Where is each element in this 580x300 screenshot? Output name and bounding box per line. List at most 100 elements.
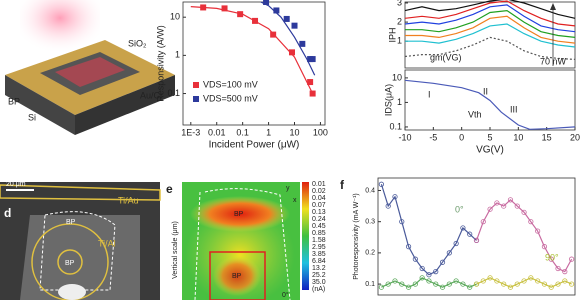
marker <box>507 284 514 290</box>
map-hotspot <box>213 256 261 296</box>
marker <box>548 256 554 262</box>
contact <box>0 184 161 201</box>
micrograph: 20 μm Ti/Au BP Ti/Al BP d <box>0 181 161 300</box>
map-axis: x <box>293 197 297 204</box>
colorbar <box>302 182 309 290</box>
x-tick-label: 10 <box>513 132 523 142</box>
marker <box>439 284 446 290</box>
marker <box>405 284 412 290</box>
marker <box>446 281 452 287</box>
colorbar-label: 0.07 <box>312 202 326 209</box>
colorbar-label: 0.45 <box>312 223 326 230</box>
marker <box>446 250 452 256</box>
photocurrent-map: e Vertical scale (μm) BP BP y x 0° <box>166 182 309 300</box>
substrate-front <box>75 75 175 135</box>
y-tick-label: 0.1 <box>389 121 402 131</box>
panel-label: e <box>166 182 173 196</box>
marker <box>392 194 398 200</box>
x-axis-label: Incident Power (μW) <box>209 140 300 151</box>
series-line <box>380 184 477 276</box>
marker <box>221 5 228 12</box>
marker <box>419 275 425 281</box>
marker <box>433 281 439 287</box>
bright-spot <box>58 284 86 300</box>
marker <box>453 278 459 284</box>
map-label: BP <box>232 273 242 280</box>
series-line <box>475 198 573 273</box>
y-tick-label: 0.3 <box>365 219 375 226</box>
marker <box>460 281 466 287</box>
marker <box>521 209 527 215</box>
colorbar-label: 25.2 <box>312 272 326 279</box>
series-line <box>404 36 576 60</box>
colorbar-label: 3.85 <box>312 251 326 258</box>
colorbar-label: 2.95 <box>312 244 326 251</box>
device-schematic: SiO₂ Au/Cr BP Si <box>5 0 175 135</box>
marker <box>288 49 295 56</box>
marker <box>501 281 507 287</box>
marker <box>439 259 446 265</box>
colorbar-label: 6.84 <box>312 258 326 265</box>
annotation: III <box>510 104 518 114</box>
colorbar-label: 0.24 <box>312 216 326 223</box>
x-axis-label: VG(V) <box>476 145 504 156</box>
colorbar-label: 0.04 <box>312 195 326 202</box>
marker <box>252 17 259 24</box>
map-hotspot <box>190 196 290 232</box>
contact-center <box>57 249 83 275</box>
y-axis-label: Photoresponsivity (mA W⁻¹) <box>353 193 360 280</box>
marker <box>569 281 575 287</box>
colorbar-label: 35.0 <box>312 279 326 286</box>
colorbar-label: 0.13 <box>312 209 326 216</box>
flake-outline <box>194 188 291 300</box>
legend-label: VDS=100 mV <box>203 79 258 89</box>
colorbar-label: 13.2 <box>312 265 326 272</box>
series-line <box>404 0 576 19</box>
marker <box>548 284 554 290</box>
arrow-head <box>550 3 556 10</box>
schematic-label: Si <box>28 112 36 122</box>
marker <box>399 219 405 225</box>
marker <box>299 40 306 47</box>
x-tick-label: 5 <box>487 132 492 142</box>
series-line <box>404 4 576 33</box>
marker <box>473 237 480 243</box>
colorbar-unit: (nA) <box>312 286 325 293</box>
micrograph-label: BP <box>66 219 76 226</box>
y-tick-label: 0.1 <box>167 88 180 98</box>
y-axis-label: IPH <box>387 27 397 42</box>
marker <box>555 265 561 272</box>
marker <box>419 265 425 272</box>
marker <box>480 278 486 284</box>
plot-frame <box>182 1 326 126</box>
scale-bar-label: 20 μm <box>6 181 26 188</box>
marker <box>399 281 405 287</box>
colorbar-label: 0.02 <box>312 188 326 195</box>
marker <box>309 90 316 97</box>
flake-region <box>20 215 140 300</box>
x-tick-label: 0.1 <box>236 127 249 137</box>
annotation: I <box>428 89 431 99</box>
bp-flake <box>55 57 125 87</box>
micrograph-label: Ti/Al <box>98 238 116 248</box>
marker <box>200 4 207 11</box>
x-tick-label: 0.01 <box>208 127 226 137</box>
marker <box>467 231 473 237</box>
annotation: 90° <box>545 252 559 262</box>
marker <box>273 7 280 14</box>
annotation: 0° <box>455 204 464 214</box>
series-line <box>260 1 316 76</box>
micrograph-label: Ti/Au <box>118 195 139 205</box>
marker <box>426 278 432 284</box>
marker <box>521 278 527 284</box>
panel-label: f <box>340 178 345 192</box>
map-axis: y <box>286 185 290 192</box>
map-box <box>209 251 266 300</box>
marker <box>412 256 418 262</box>
colorbar-label: 1.58 <box>312 237 326 244</box>
y-tick-label: 0.1 <box>365 281 375 288</box>
marker <box>270 31 277 38</box>
annotation: Vth <box>468 109 482 119</box>
marker <box>385 281 391 287</box>
